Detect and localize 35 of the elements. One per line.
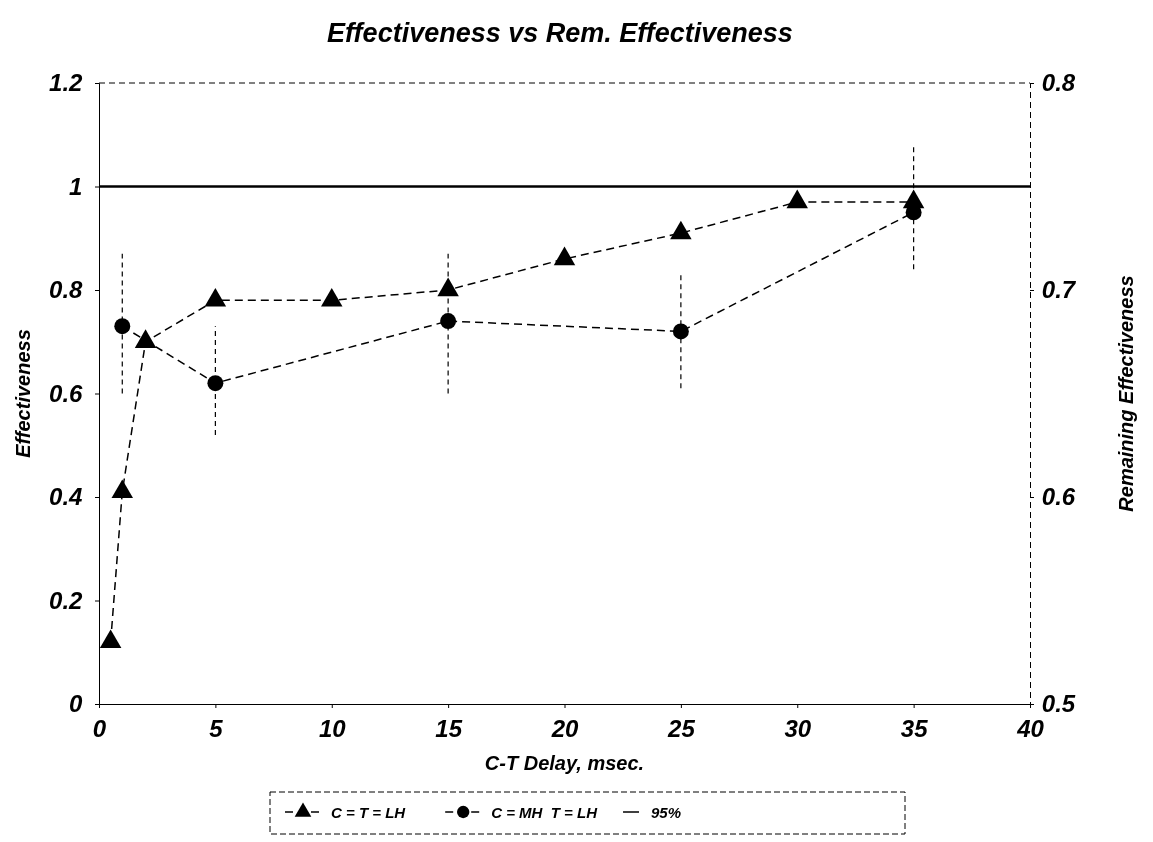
x-axis-title: C-T Delay, msec. [484, 752, 645, 774]
point [134, 329, 157, 348]
y-tick-label: 1.2 [49, 69, 84, 97]
y-tick-label: 0.2 [49, 586, 84, 614]
point [786, 189, 808, 209]
y-tick-label: 1 [69, 172, 83, 200]
y-tick-label: 0.8 [49, 276, 84, 304]
y2-tick-label: 0.6 [1041, 483, 1076, 511]
x-tick-label: 40 [1016, 715, 1045, 743]
point [670, 220, 692, 240]
y2-tick-label: 0.7 [1041, 276, 1077, 304]
x-tick-label: 5 [209, 715, 224, 743]
point [99, 629, 122, 649]
y2-tick-label: 0.8 [1041, 69, 1076, 97]
y-tick-label: 0.4 [49, 483, 83, 511]
y2-tick-label: 0.5 [1041, 690, 1076, 718]
x-tick-label: 10 [318, 715, 347, 743]
x-tick-label: 30 [784, 715, 812, 743]
point [111, 479, 134, 499]
legend-label: C = T = LH [331, 804, 407, 821]
y2-axis-title: Remaining Effectiveness [1115, 275, 1137, 512]
point [204, 287, 227, 307]
x-tick-label: 25 [667, 715, 696, 743]
text: 95% [651, 804, 682, 821]
legend-label: C = MH T = LH [491, 804, 599, 821]
point [321, 287, 343, 307]
y-tick-label: 0.6 [49, 379, 84, 407]
x-tick-label: 15 [435, 715, 463, 743]
y-axis-title: Effectiveness [12, 329, 34, 458]
chart-title: Effectiveness vs Rem. Effectiveness [327, 18, 793, 48]
x-tick-label: 20 [550, 715, 579, 743]
x-tick-label: 0 [92, 715, 107, 743]
point [553, 246, 576, 266]
x-tick-label: 35 [900, 715, 929, 743]
y-tick-label: 0 [69, 690, 84, 718]
